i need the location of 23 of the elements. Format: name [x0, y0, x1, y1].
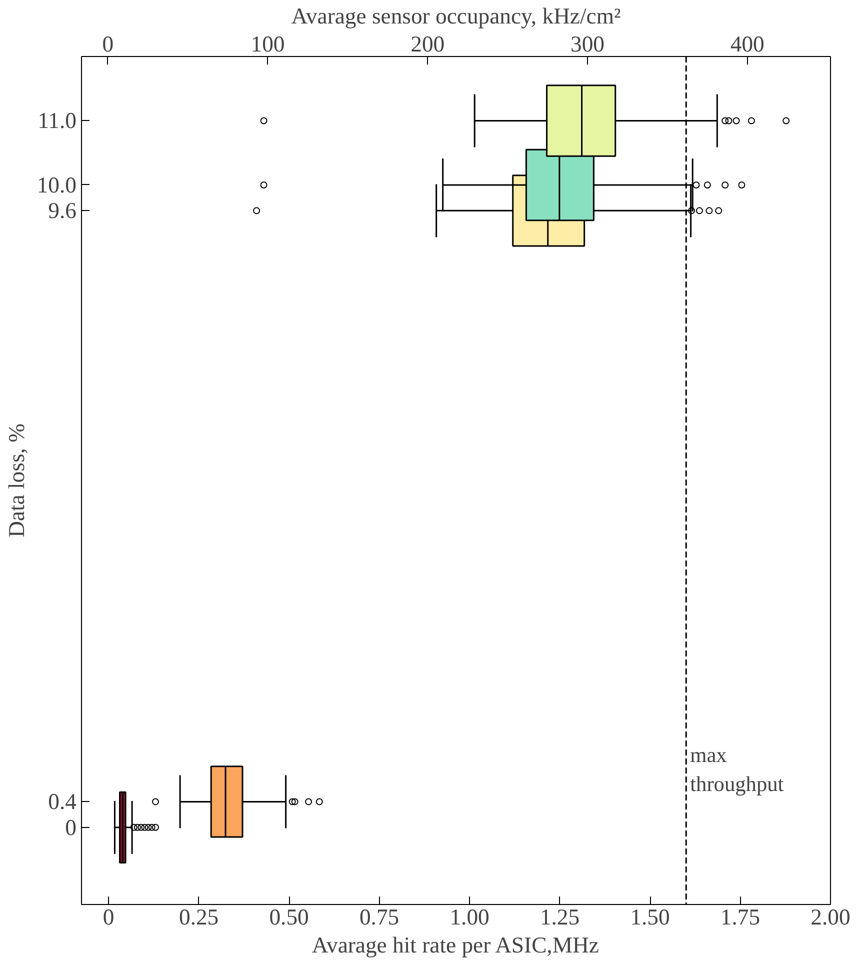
x-tick-label: 0 — [102, 904, 114, 930]
x2-tick-label: 200 — [410, 32, 445, 56]
x-tick-label: 1.75 — [720, 904, 760, 930]
y-tick-label: 0 — [65, 814, 76, 840]
x-axis-title: Avarage hit rate per ASIC,MHz — [312, 932, 599, 958]
x-tick-label: 0.25 — [178, 904, 219, 930]
x2-tick-label: 300 — [570, 32, 604, 56]
y-tick-label: 10.0 — [36, 172, 77, 198]
x-tick-label: 1.50 — [630, 904, 670, 930]
x-tick-label: 1.00 — [450, 904, 490, 930]
y-tick-label: 11.0 — [38, 108, 77, 134]
x2-tick-label: 400 — [730, 32, 764, 56]
x-tick-label: 1.25 — [540, 904, 580, 930]
y-tick-label: 9.6 — [48, 198, 77, 224]
x-tick-label: 0.75 — [359, 904, 400, 930]
y-axis-title: Data loss, % — [4, 423, 29, 538]
ref-line-label: max throughput — [690, 743, 784, 796]
x-tick-label: 2.00 — [810, 904, 850, 930]
y-tick-label: 0.4 — [48, 789, 77, 814]
x2-axis-title: Avarage sensor occupancy, kHz/cm² — [291, 4, 621, 28]
x2-tick-label: 0 — [102, 32, 114, 56]
x2-tick-label: 100 — [250, 32, 285, 56]
x-tick-label: 0.50 — [269, 904, 309, 930]
